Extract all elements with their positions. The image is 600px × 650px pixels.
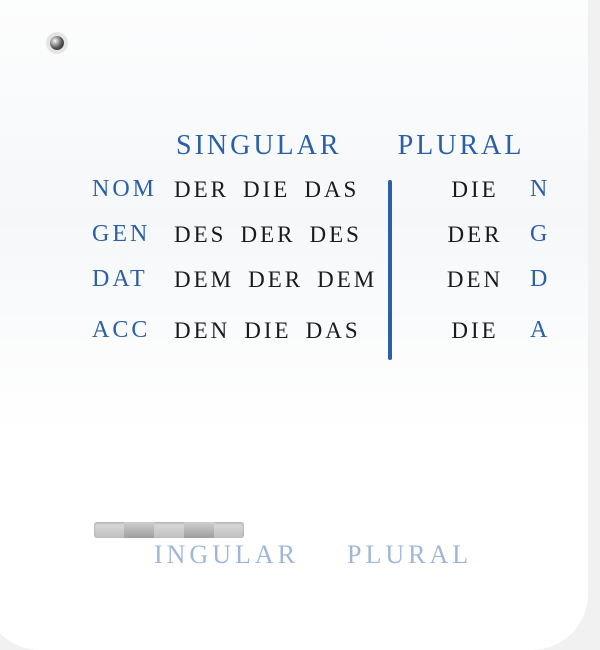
column-divider xyxy=(388,180,392,360)
case-label: NOM xyxy=(92,176,174,203)
case-label: GEN xyxy=(92,221,174,248)
wrap-label: D xyxy=(530,266,590,293)
faint-right: PLURAL xyxy=(347,540,472,570)
table-rows: NOM DER DIE DAS DIE N GEN DES DER DES DE… xyxy=(92,176,600,344)
wrap-label: G xyxy=(530,221,590,248)
plural-cell: DEN xyxy=(420,267,530,293)
singular-cells: DEN DIE DAS xyxy=(174,318,384,344)
table-row: NOM DER DIE DAS DIE N xyxy=(92,176,600,203)
plural-cell: DIE xyxy=(420,177,530,203)
table-row: DAT DEM DER DEM DEN D xyxy=(92,266,600,293)
header-plural: PLURAL xyxy=(398,130,525,162)
printed-table: SINGULAR PLURAL NOM DER DIE DAS DIE N GE… xyxy=(92,130,600,344)
table-row: ACC DEN DIE DAS DIE A xyxy=(92,317,600,344)
table-headers: SINGULAR PLURAL xyxy=(176,130,600,162)
camera-cutout-icon xyxy=(50,36,64,50)
singular-cells: DEM DER DEM xyxy=(174,267,384,293)
table-row: GEN DES DER DES DER G xyxy=(92,221,600,248)
plural-cell: DER xyxy=(420,222,530,248)
hinge-cover xyxy=(94,522,244,538)
wrap-label: N xyxy=(530,176,590,203)
singular-cells: DES DER DES xyxy=(174,222,384,248)
wrapped-print-bottom: INGULAR PLURAL xyxy=(154,540,472,570)
tablet-case: SINGULAR PLURAL NOM DER DIE DAS DIE N GE… xyxy=(14,10,574,590)
wrap-label: A xyxy=(530,317,590,344)
header-singular: SINGULAR xyxy=(176,130,342,162)
plural-cell: DIE xyxy=(420,318,530,344)
faint-left: INGULAR xyxy=(154,540,299,570)
case-label: DAT xyxy=(92,266,174,293)
case-label: ACC xyxy=(92,317,174,344)
singular-cells: DER DIE DAS xyxy=(174,177,384,203)
